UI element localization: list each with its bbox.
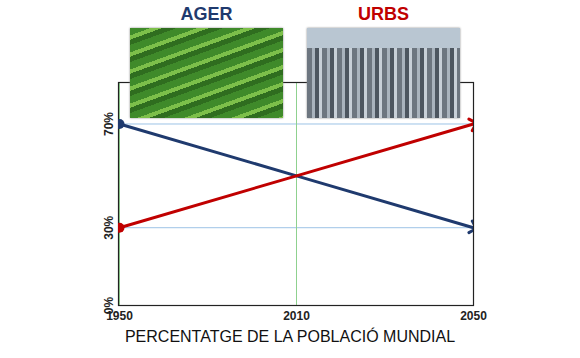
svg-text:2050: 2050 <box>460 309 487 323</box>
svg-text:2010: 2010 <box>283 309 310 323</box>
svg-text:0%: 0% <box>101 296 116 315</box>
html-text:AGER: AGER <box>180 4 233 24</box>
html-text:URBS: URBS <box>358 4 409 24</box>
html-text:PERCENTATGE DE LA POBLACIÓ MUN: PERCENTATGE DE LA POBLACIÓ MUNDIAL <box>124 328 456 345</box>
svg-text:70%: 70% <box>102 112 116 136</box>
svg-text:30%: 30% <box>102 215 116 239</box>
svg-text:1950: 1950 <box>106 309 133 323</box>
